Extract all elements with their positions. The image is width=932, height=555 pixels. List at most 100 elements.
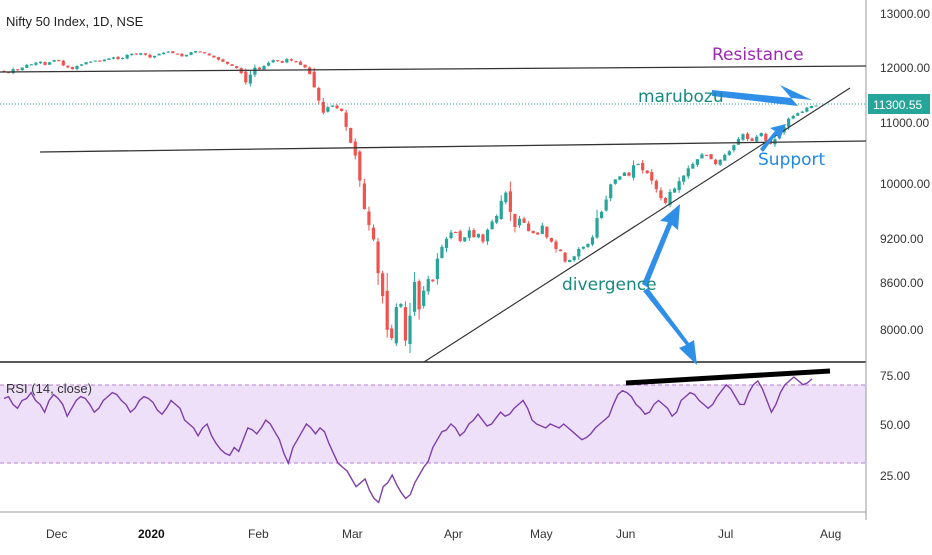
- candle-body: [298, 61, 303, 65]
- candle-body: [339, 108, 344, 111]
- candle-body: [166, 51, 170, 53]
- candle-body: [376, 241, 380, 274]
- candle-body: [230, 64, 234, 66]
- rsi-tick-label: 50.00: [880, 418, 910, 432]
- candle-body: [317, 87, 321, 101]
- candle-body: [266, 62, 271, 66]
- candle-body: [454, 231, 458, 233]
- candle-body: [98, 60, 102, 62]
- candle-body: [344, 112, 348, 127]
- x-tick-label: Jul: [718, 527, 733, 541]
- candle-body: [481, 234, 485, 242]
- candle-body: [203, 52, 207, 54]
- candle-body: [335, 105, 339, 109]
- candle-body: [130, 53, 134, 56]
- candle-body: [312, 71, 316, 88]
- candle-body: [367, 211, 371, 225]
- candle-body: [326, 107, 330, 112]
- annotation-marubozu: marubozu: [638, 87, 724, 107]
- candle-body: [764, 133, 768, 141]
- candle-body: [89, 61, 93, 63]
- annotation-resistance: Resistance: [712, 45, 804, 65]
- candle-body: [207, 53, 211, 56]
- candle-body: [29, 64, 33, 66]
- candle-body: [668, 191, 672, 205]
- candle-body: [34, 62, 38, 65]
- candle-body: [531, 230, 535, 234]
- candle-body: [66, 65, 70, 68]
- candle-body: [248, 74, 252, 84]
- candle-body: [289, 59, 293, 61]
- candle-body: [417, 281, 421, 310]
- candle-body: [198, 51, 202, 53]
- candle-body: [79, 64, 84, 66]
- candle-body: [216, 57, 221, 60]
- candle-body: [476, 233, 481, 238]
- candle-body: [700, 154, 704, 159]
- candle-body: [244, 71, 248, 83]
- candle-body: [572, 256, 576, 261]
- candle-body: [613, 179, 617, 184]
- candle-body: [463, 237, 467, 242]
- candle-body: [125, 54, 129, 59]
- candle-body: [558, 249, 563, 252]
- candle-body: [732, 145, 736, 151]
- time-axis[interactable]: Dec 2020 Feb Mar Apr May Jun Jul Aug: [46, 527, 841, 541]
- candle-body: [212, 55, 216, 58]
- candle-body: [440, 246, 444, 259]
- candle-body: [422, 290, 426, 306]
- x-tick-label: Mar: [342, 527, 363, 541]
- candle-body: [568, 260, 572, 263]
- rsi-divergence-line: [625, 368, 831, 386]
- candle-body: [381, 273, 385, 297]
- candle-body: [759, 132, 763, 137]
- x-tick-label: Jun: [616, 527, 635, 541]
- candle-body: [403, 307, 408, 341]
- candle-body: [371, 227, 376, 240]
- candle-body: [353, 141, 357, 156]
- candle-body: [184, 54, 189, 57]
- x-tick-label: Dec: [46, 527, 67, 541]
- y-tick-label: 8000.00: [880, 323, 924, 337]
- candles-group: [2, 50, 818, 354]
- candle-body: [513, 213, 517, 227]
- candle-body: [527, 223, 531, 232]
- support-arrow: [760, 124, 786, 152]
- price-axis[interactable]: 13000.00 12000.00 11000.00 10000.00 9200…: [880, 7, 930, 337]
- candle-body: [517, 218, 522, 226]
- candle-body: [682, 175, 686, 182]
- candle-body: [20, 67, 24, 71]
- candle-body: [308, 67, 312, 75]
- candle-body: [225, 61, 230, 64]
- candle-body: [412, 282, 417, 312]
- candle-body: [70, 67, 75, 70]
- annotation-support: Support: [758, 150, 826, 170]
- y-tick-label: 13000.00: [880, 7, 930, 21]
- candle-body: [677, 181, 681, 191]
- candle-body: [800, 111, 804, 113]
- candle-body: [93, 60, 97, 62]
- candle-body: [809, 106, 814, 109]
- candle-body: [157, 53, 161, 56]
- rsi-axis[interactable]: 75.00 50.00 25.00: [880, 369, 910, 483]
- y-tick-label: 10000.00: [880, 177, 930, 191]
- candle-body: [704, 154, 709, 156]
- last-price-tag: 11300.55: [868, 94, 930, 114]
- candle-body: [536, 232, 540, 235]
- candle-body: [545, 226, 549, 238]
- candle-body: [426, 279, 430, 292]
- rsi-title: RSI (14, close): [6, 381, 92, 396]
- candle-body: [84, 62, 88, 65]
- candle-body: [431, 279, 435, 282]
- divergence-arrow-down: [643, 288, 697, 365]
- candle-body: [57, 60, 61, 62]
- candle-body: [107, 58, 111, 60]
- candle-body: [714, 159, 718, 165]
- divergence-arrow-up: [642, 204, 680, 287]
- candle-body: [180, 53, 184, 57]
- candle-body: [723, 154, 727, 161]
- candle-body: [618, 176, 622, 180]
- candle-body: [659, 190, 663, 199]
